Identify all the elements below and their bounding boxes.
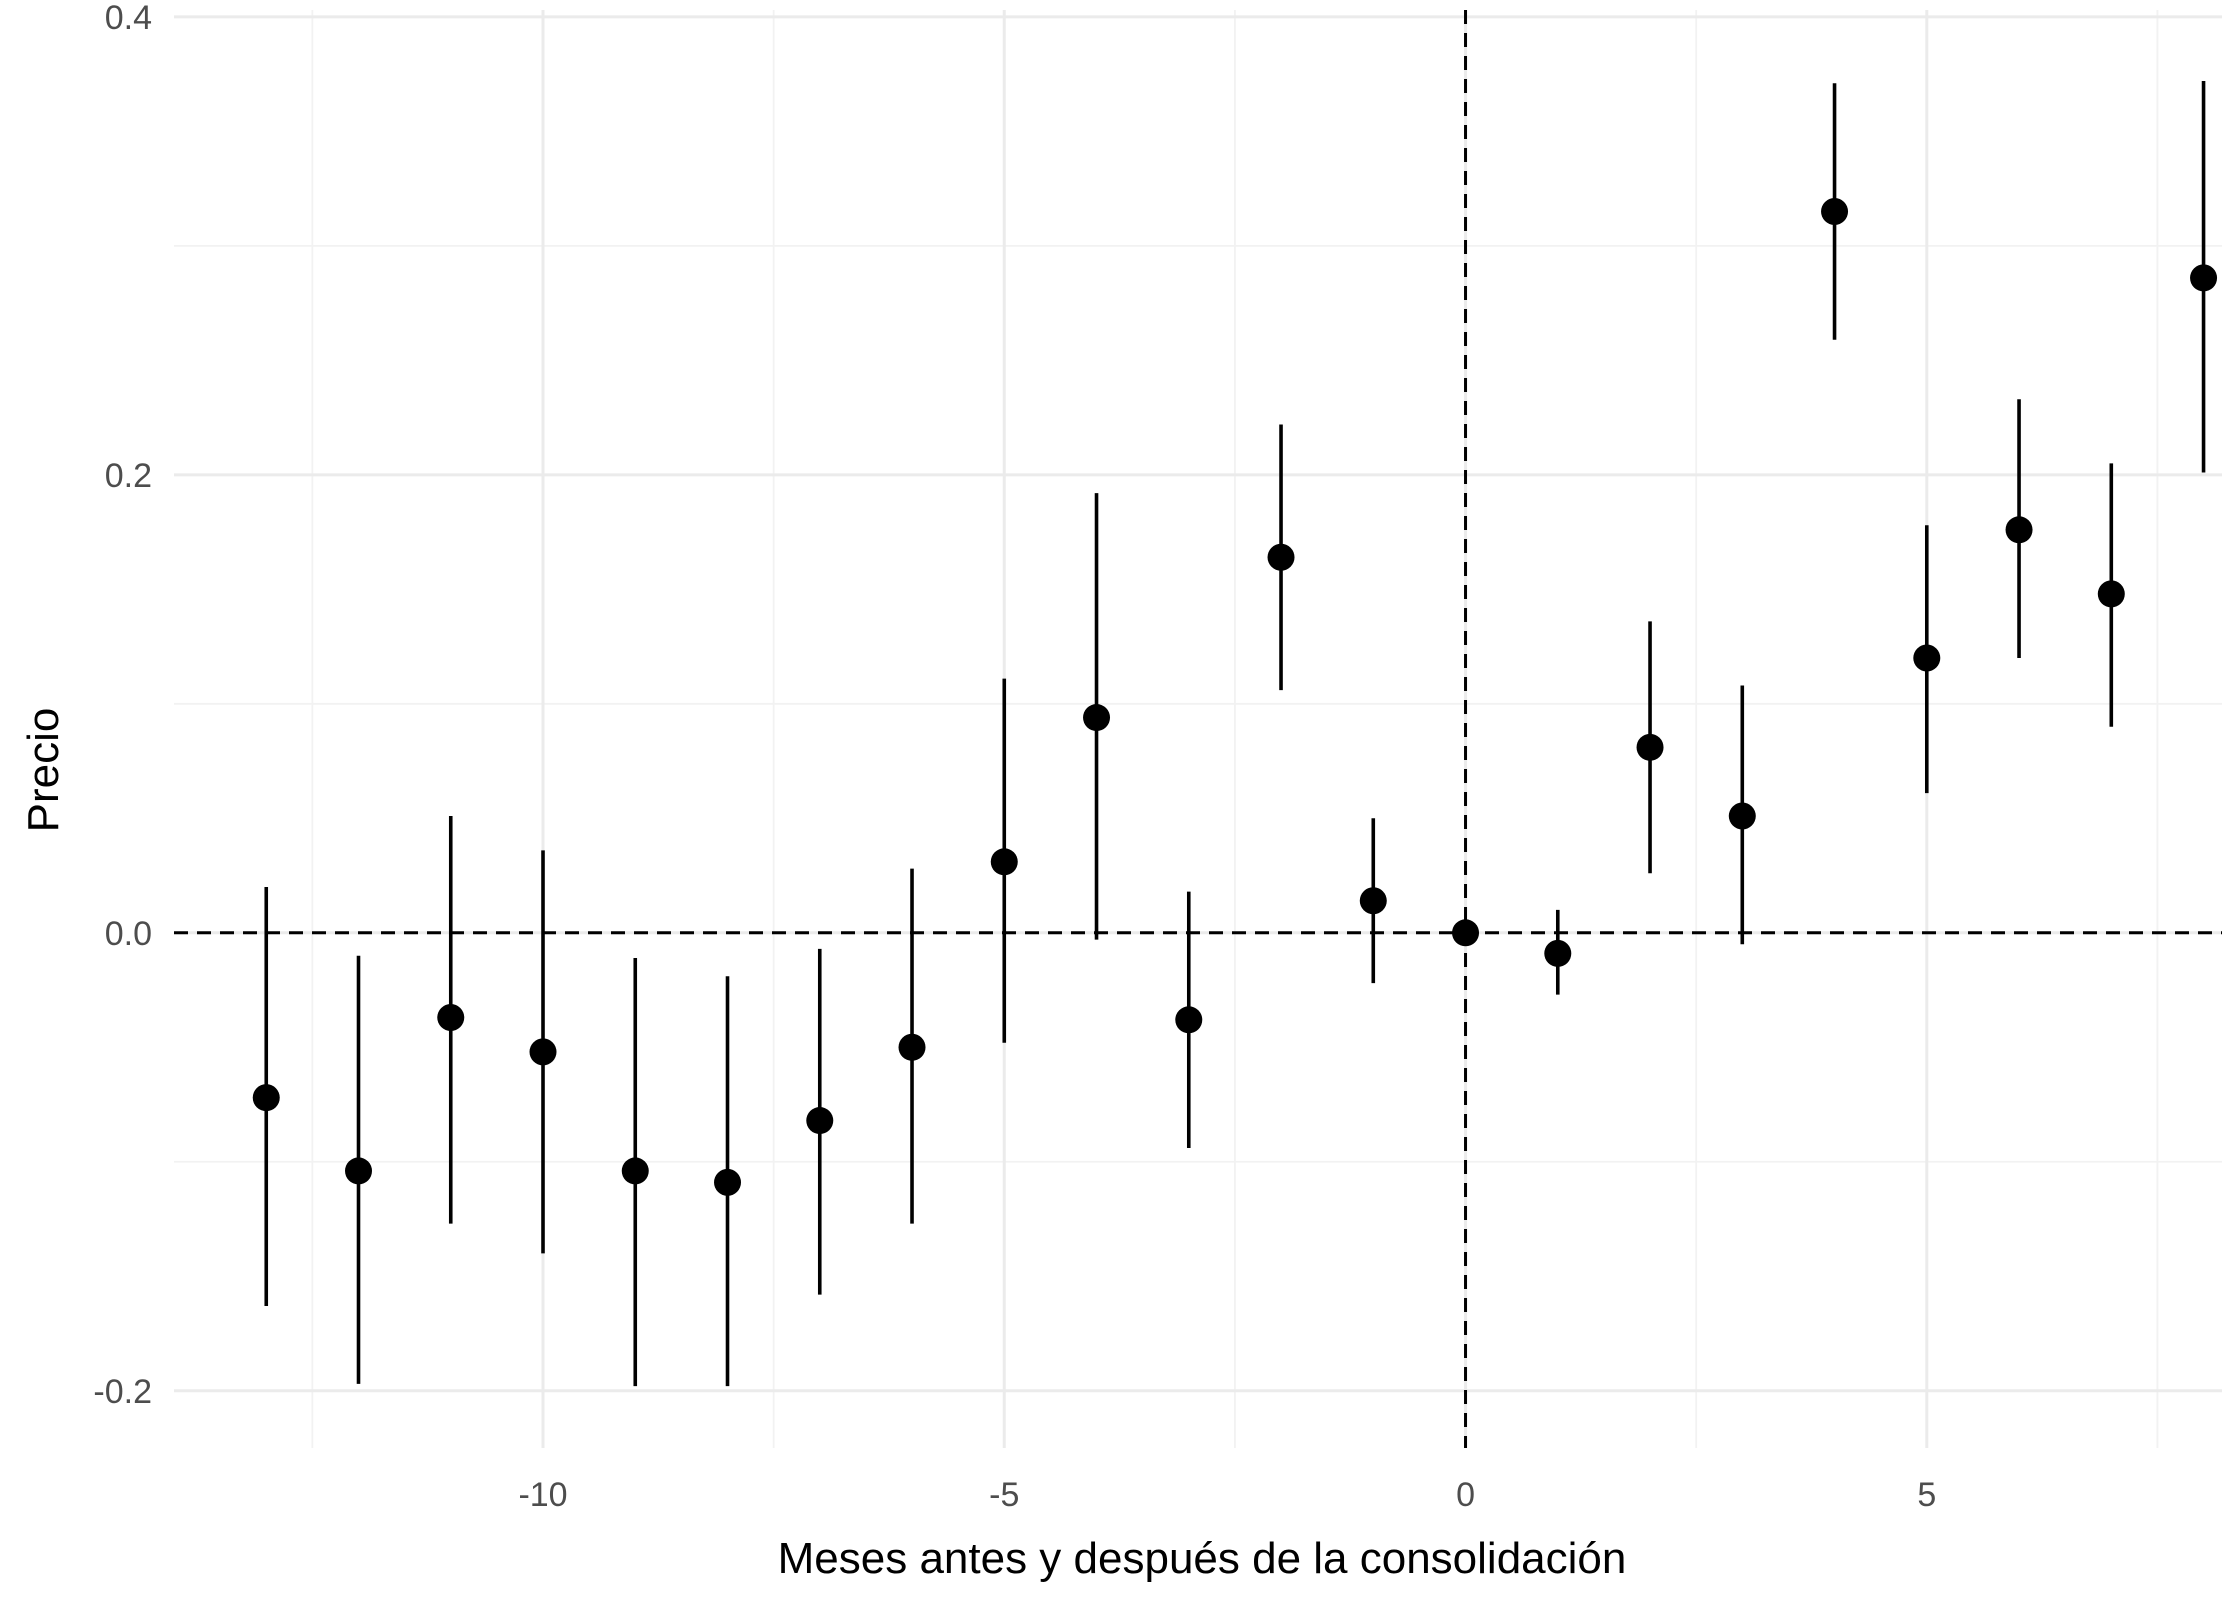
data-point [621,1157,649,1185]
data-point [714,1168,742,1196]
grid-layer [174,10,2222,1448]
data-point [1544,939,1572,967]
data-point [437,1004,465,1032]
data-point [1083,704,1111,732]
y-tick-label: 0.4 [105,0,152,37]
data-point [1636,733,1664,761]
x-tick-label: 5 [1917,1476,1936,1514]
data-point [2190,264,2218,292]
data-point [1913,644,1941,672]
data-point [1267,543,1295,571]
data-point [1821,198,1849,226]
data-point [806,1107,834,1135]
data-point [2005,516,2033,544]
reference-lines [174,10,2222,1448]
x-axis-title: Meses antes y después de la consolidació… [778,1534,1627,1583]
x-tick-label: 0 [1456,1476,1475,1514]
data-point [2097,580,2125,608]
data-point [1452,919,1480,947]
x-tick-label: -5 [989,1476,1019,1514]
x-tick-label: -10 [518,1476,567,1514]
data-point [529,1038,557,1066]
data-point [898,1033,926,1061]
y-tick-label: 0.0 [105,915,152,953]
y-axis-title: Precio [19,708,68,833]
data-point [1359,887,1387,915]
data-point [1175,1006,1203,1034]
data-point [990,848,1018,876]
data-layer [252,80,2218,1387]
data-point [252,1084,280,1112]
tick-labels: -10 -5 0 5 -0.2 0.0 0.2 0.4 [93,0,1936,1514]
data-point [345,1157,373,1185]
data-point [1728,802,1756,830]
y-tick-label: -0.2 [93,1373,152,1411]
y-tick-label: 0.2 [105,457,152,495]
